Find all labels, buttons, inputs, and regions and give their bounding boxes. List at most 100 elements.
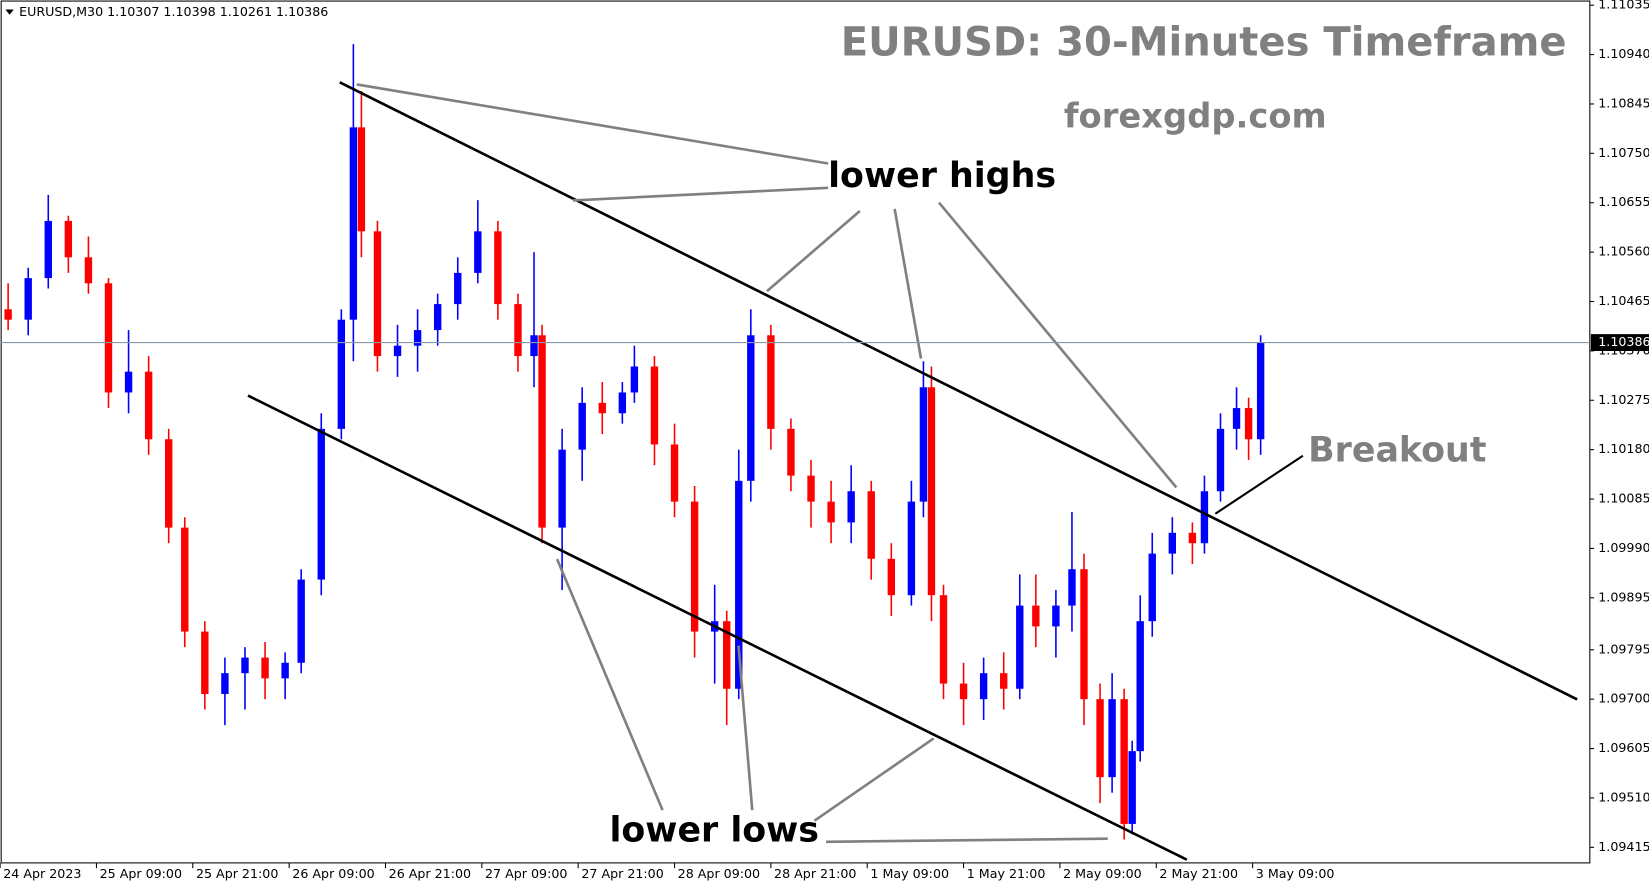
- candle-body: [867, 491, 875, 559]
- candles: [4, 44, 1265, 840]
- upper-channel-line: [339, 81, 1578, 701]
- candle-body: [1000, 673, 1008, 689]
- candle-body: [24, 278, 32, 320]
- x-tick-label: 28 Apr 21:00: [774, 866, 856, 881]
- candle-body: [1128, 751, 1136, 824]
- candle-body: [317, 428, 325, 580]
- candle-body: [201, 631, 209, 694]
- candle-body: [433, 304, 442, 331]
- x-tick-label: 1 May 09:00: [870, 866, 949, 881]
- chart-subtitle: forexgdp.com: [1064, 97, 1327, 136]
- candle-body: [807, 475, 815, 502]
- candle-body: [241, 657, 249, 674]
- candle-body: [690, 501, 699, 632]
- x-tick-label: 1 May 21:00: [967, 866, 1046, 881]
- x-tick-label: 26 Apr 21:00: [389, 866, 471, 881]
- candle-body: [124, 371, 133, 393]
- candle-body: [787, 428, 795, 476]
- pointer: [766, 209, 861, 293]
- trend-lines: [247, 81, 1578, 861]
- candle-body: [494, 231, 502, 305]
- y-tick-label: 1.11035: [1598, 0, 1649, 12]
- pointer: [555, 558, 664, 811]
- y-tick-label: 1.10750: [1598, 145, 1649, 160]
- candle-body: [979, 673, 988, 700]
- annotation: lower highs: [828, 156, 1056, 196]
- y-tick-label: 1.10940: [1598, 46, 1649, 61]
- y-tick-label: 1.10655: [1598, 194, 1649, 209]
- pointer: [737, 645, 754, 811]
- candle-body: [939, 595, 948, 684]
- y-tick-label: 1.09795: [1598, 641, 1649, 656]
- candle-body: [393, 345, 402, 357]
- y-tick-label: 1.09415: [1598, 839, 1649, 854]
- candle-body: [221, 673, 229, 694]
- x-tick-label: 25 Apr 21:00: [196, 866, 278, 881]
- candle-body: [670, 444, 679, 502]
- candle-body: [630, 366, 639, 393]
- annotation: lower lows: [609, 810, 819, 850]
- x-tick-label: 28 Apr 09:00: [678, 866, 760, 881]
- candle-body: [959, 683, 968, 700]
- candle-body: [373, 231, 382, 357]
- chart-header: EURUSD,M30 1.10307 1.10398 1.10261 1.103…: [19, 4, 328, 19]
- candle-body: [919, 387, 928, 502]
- candle-body: [454, 272, 462, 305]
- pointer: [826, 837, 1108, 844]
- candle-body: [1168, 532, 1177, 554]
- y-tick-label: 1.10845: [1598, 95, 1649, 110]
- candle-body: [907, 501, 916, 596]
- candle-body: [618, 392, 627, 414]
- candle-body: [281, 662, 289, 679]
- candle-body: [84, 257, 93, 284]
- candle-body: [349, 127, 358, 320]
- candle-body: [297, 579, 305, 663]
- x-tick-label: 3 May 09:00: [1256, 866, 1335, 881]
- y-tick-label: 1.10180: [1598, 441, 1649, 456]
- y-tick-label: 1.09700: [1598, 691, 1649, 706]
- candle-body: [104, 283, 113, 393]
- x-tick-label: 26 Apr 09:00: [292, 866, 374, 881]
- candle-body: [887, 558, 896, 596]
- candle-body: [1016, 605, 1024, 689]
- candle-body: [64, 220, 73, 258]
- last-price-box: [1590, 334, 1649, 352]
- candle-body: [847, 491, 855, 523]
- x-tick-label: 2 May 09:00: [1063, 866, 1142, 881]
- y-tick-label: 1.10465: [1598, 293, 1649, 308]
- candle-body: [1052, 605, 1060, 627]
- candle-body: [735, 480, 743, 689]
- pointer-lines: [356, 83, 1178, 844]
- candle-body: [1096, 699, 1104, 778]
- candle-body: [767, 335, 775, 429]
- candle-body: [1256, 342, 1265, 440]
- candle-body: [357, 127, 366, 232]
- y-tick-label: 1.10275: [1598, 392, 1649, 407]
- candle-body: [1148, 553, 1156, 622]
- breakout-pointer: [1214, 454, 1304, 515]
- y-tick-label: 1.09605: [1598, 740, 1649, 755]
- candle-body: [165, 439, 173, 528]
- candle-body: [747, 335, 755, 481]
- candle-body: [1200, 491, 1209, 544]
- candle-body: [650, 366, 659, 445]
- annotation: Breakout: [1308, 430, 1486, 470]
- candle-body: [827, 501, 835, 523]
- last-price-label: 1.10386: [1598, 334, 1649, 349]
- x-tick-label: 27 Apr 21:00: [581, 866, 663, 881]
- candle-body: [558, 449, 566, 528]
- candle-body: [181, 527, 189, 632]
- candle-body: [1216, 428, 1225, 492]
- candle-body: [538, 335, 546, 528]
- candle-body: [1032, 605, 1040, 627]
- y-tick-label: 1.10560: [1598, 244, 1649, 259]
- candle-body: [144, 371, 153, 440]
- candle-body: [530, 335, 538, 357]
- candle-body: [1108, 699, 1116, 778]
- pointer: [893, 208, 923, 359]
- candle-body: [1188, 532, 1197, 544]
- candle-body: [474, 231, 482, 273]
- x-tick-label: 27 Apr 09:00: [485, 866, 567, 881]
